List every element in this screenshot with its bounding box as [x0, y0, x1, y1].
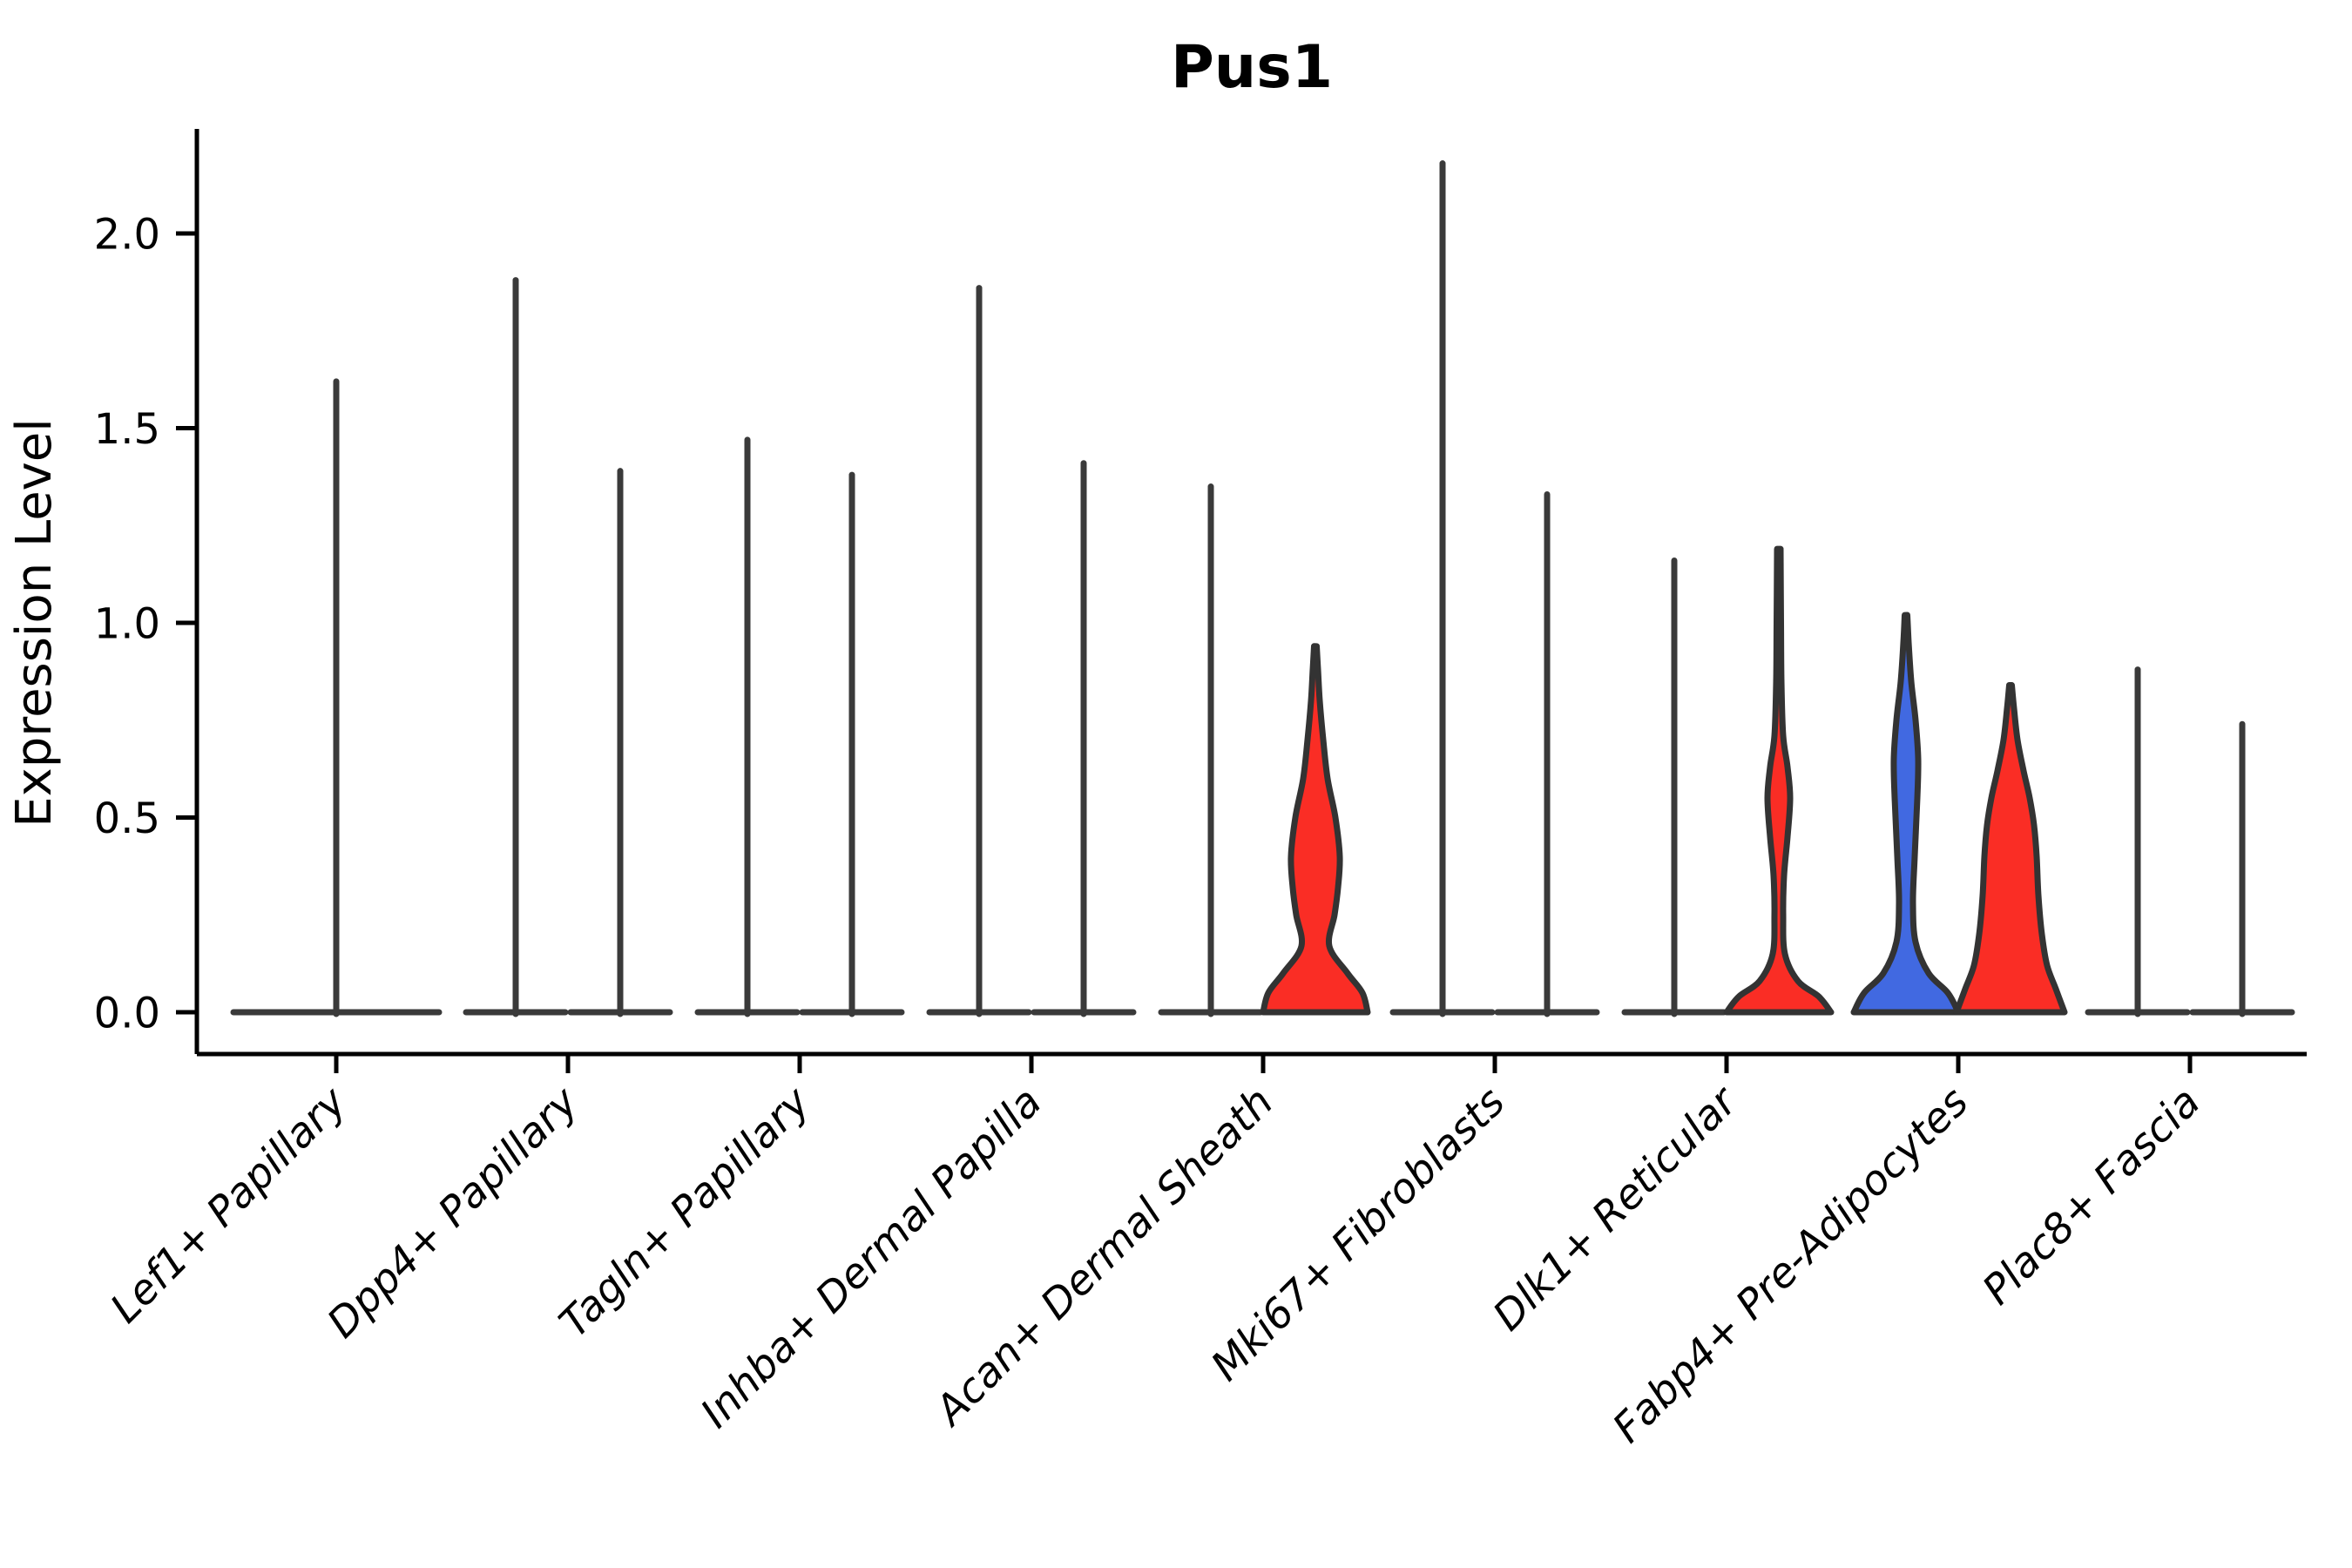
y-tick-label: 0.5 [94, 794, 160, 843]
plot-title: Pus1 [1171, 33, 1333, 102]
y-axis-ticks: 0.0 0.5 1.0 1.5 2.0 [94, 210, 197, 1037]
violins [230, 160, 2295, 1017]
violin-body [1723, 545, 1835, 1016]
y-tick-label: 1.5 [94, 405, 160, 454]
violin-body [1850, 612, 1962, 1016]
y-tick-label: 2.0 [94, 210, 160, 259]
y-tick-label: 0.0 [94, 989, 160, 1037]
x-tick-label: Tagln+ Papillary [551, 1078, 821, 1348]
y-axis-label: Expression Level [6, 418, 63, 828]
x-tick-label: Lef1+ Papillary [101, 1078, 356, 1333]
x-tick-label: Plac8+ Fascia [1973, 1078, 2209, 1315]
x-tick-label: Dpp4+ Papillary [318, 1078, 588, 1348]
violin-body [1260, 643, 1371, 1016]
violin-body [1953, 682, 2068, 1016]
y-tick-label: 1.0 [94, 599, 160, 648]
x-tick-label: Dlk1+ Reticular [1484, 1077, 1748, 1341]
